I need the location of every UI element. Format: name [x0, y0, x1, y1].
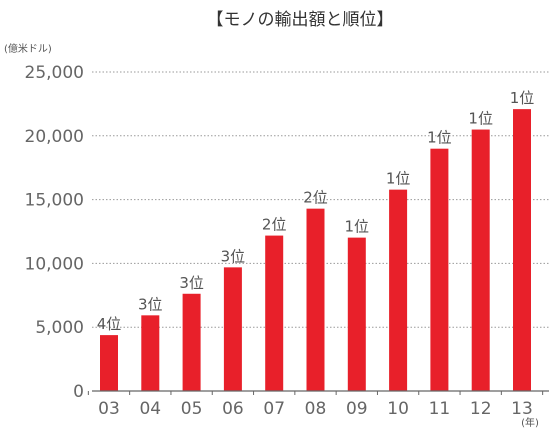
x-tick-label: 08 [305, 399, 327, 419]
y-axis-ticks: 0 5,000 10,000 15,000 20,000 25,000 [25, 63, 84, 402]
x-axis-ticks: 03 04 05 06 07 08 09 10 11 12 13 [98, 399, 533, 419]
x-tick-label: 11 [429, 399, 451, 419]
x-tick-label: 04 [139, 399, 161, 419]
rank-label: 1位 [386, 170, 411, 188]
bars [100, 109, 531, 392]
bar [265, 235, 284, 391]
rank-label: 1位 [468, 110, 493, 128]
rank-label: 1位 [510, 89, 535, 107]
y-tick-label: 15,000 [25, 191, 84, 211]
bar [347, 237, 366, 391]
y-tick-label: 0 [73, 382, 84, 402]
bar [223, 267, 242, 391]
rank-label: 1位 [427, 129, 452, 147]
rank-label: 3位 [179, 274, 204, 292]
x-tick-label: 12 [470, 399, 492, 419]
bar [306, 208, 325, 391]
x-tick-label: 05 [181, 399, 203, 419]
x-tick-label: 10 [387, 399, 409, 419]
rank-label: 1位 [345, 218, 370, 236]
x-tick-label: 07 [263, 399, 285, 419]
x-tick-label: 13 [511, 399, 533, 419]
rank-label: 2位 [303, 189, 328, 207]
bar [513, 109, 531, 392]
rank-labels: 4位 3位 3位 3位 2位 2位 1位 1位 1位 1位 1位 [97, 89, 535, 333]
rank-label: 3位 [138, 295, 163, 313]
y-tick-label: 25,000 [25, 63, 84, 83]
x-tick-label: 03 [98, 399, 120, 419]
bar [389, 189, 408, 391]
bar [430, 148, 449, 391]
rank-label: 3位 [221, 247, 246, 265]
rank-label: 2位 [262, 216, 287, 234]
rank-label: 4位 [97, 315, 122, 333]
y-tick-label: 10,000 [25, 254, 84, 274]
bar [471, 129, 490, 391]
x-tick-label: 09 [346, 399, 368, 419]
chart-title: 【モノの輸出額と順位】 [207, 10, 394, 30]
y-tick-label: 5,000 [35, 318, 84, 338]
x-axis-unit-label: (年) [521, 416, 539, 429]
x-tick-label: 06 [222, 399, 244, 419]
bar [182, 293, 201, 391]
bar [100, 335, 118, 391]
x-axis [87, 390, 549, 395]
y-tick-label: 20,000 [25, 127, 84, 147]
y-axis-unit-label: (億米ドル) [4, 42, 52, 55]
bar [141, 315, 160, 391]
